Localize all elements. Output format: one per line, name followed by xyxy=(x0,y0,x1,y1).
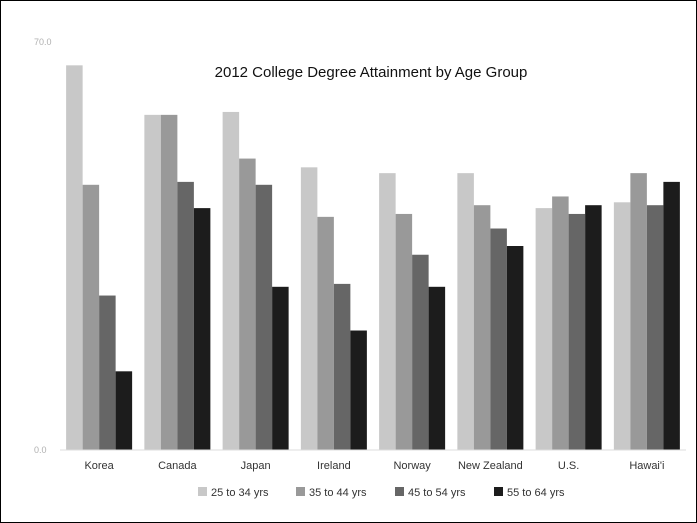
bar xyxy=(255,184,273,451)
x-tick-label: Hawai'i xyxy=(629,460,664,472)
legend-label: 35 to 44 yrs xyxy=(309,487,367,499)
x-tick-label: Norway xyxy=(393,460,431,472)
bar xyxy=(99,295,116,450)
bar xyxy=(646,205,664,450)
legend-swatch xyxy=(296,487,305,496)
bar xyxy=(506,246,524,450)
bar xyxy=(379,173,396,450)
bar xyxy=(663,181,680,450)
y-tick-label: 70.0 xyxy=(34,37,52,47)
y-tick-label: 0.0 xyxy=(34,445,47,455)
bar xyxy=(82,184,100,451)
bar xyxy=(535,208,553,450)
bar xyxy=(395,213,413,450)
bar xyxy=(160,114,178,450)
bar xyxy=(177,181,194,450)
legend-label: 55 to 64 yrs xyxy=(507,487,565,499)
bar xyxy=(239,158,256,451)
bar xyxy=(300,167,318,451)
bar xyxy=(552,196,569,450)
chart-title: 2012 College Degree Attainment by Age Gr… xyxy=(215,64,528,81)
bar xyxy=(115,371,133,450)
x-tick-label: Japan xyxy=(241,460,271,472)
bar xyxy=(272,286,289,450)
bar xyxy=(350,330,367,450)
bar xyxy=(630,173,647,450)
bar xyxy=(412,254,429,450)
x-tick-label: Korea xyxy=(84,460,114,472)
x-tick-label: Ireland xyxy=(317,460,351,472)
bar xyxy=(317,216,334,450)
legend-label: 25 to 34 yrs xyxy=(211,487,269,499)
legend-swatch xyxy=(198,487,207,496)
bar xyxy=(490,228,507,450)
bar xyxy=(144,114,161,450)
legend-swatch xyxy=(494,487,503,496)
bar xyxy=(473,205,491,450)
legend-swatch xyxy=(395,487,404,496)
x-tick-label: U.S. xyxy=(558,460,579,472)
x-tick-label: New Zealand xyxy=(458,460,523,472)
bar xyxy=(457,173,474,450)
bar xyxy=(222,111,240,450)
bar xyxy=(613,202,631,450)
bar xyxy=(193,208,211,450)
bar xyxy=(428,286,446,450)
legend-label: 45 to 54 yrs xyxy=(408,487,466,499)
x-tick-label: Canada xyxy=(158,460,197,472)
bar xyxy=(66,65,83,451)
bar xyxy=(333,283,351,450)
bar xyxy=(568,213,586,450)
bar xyxy=(585,205,602,450)
